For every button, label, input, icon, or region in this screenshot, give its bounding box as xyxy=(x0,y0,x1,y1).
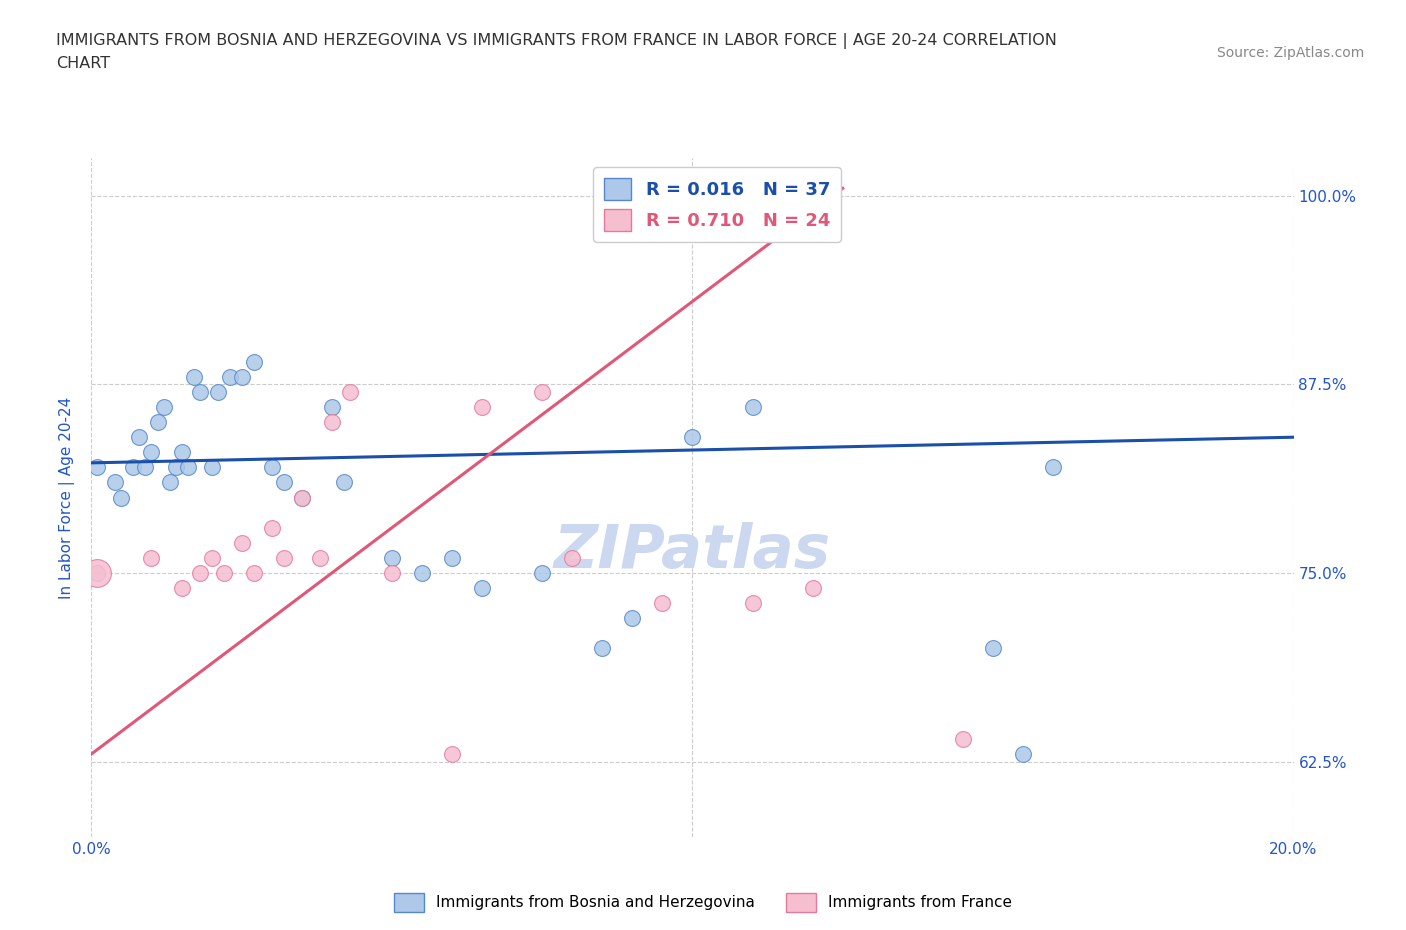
Point xyxy=(146,415,169,430)
Point xyxy=(291,490,314,505)
Legend: Immigrants from Bosnia and Herzegovina, Immigrants from France: Immigrants from Bosnia and Herzegovina, … xyxy=(388,887,1018,918)
Point xyxy=(321,415,343,430)
Point xyxy=(411,565,433,580)
Point xyxy=(273,475,295,490)
Point xyxy=(152,400,174,415)
Point xyxy=(231,536,253,551)
Point xyxy=(141,551,163,565)
Point xyxy=(308,551,330,565)
Point xyxy=(741,596,763,611)
Point xyxy=(128,430,150,445)
Point xyxy=(333,475,356,490)
Point xyxy=(86,565,108,580)
Point xyxy=(134,460,156,475)
Point xyxy=(381,565,404,580)
Text: CHART: CHART xyxy=(56,56,110,71)
Point xyxy=(188,384,211,399)
Point xyxy=(218,369,240,384)
Point xyxy=(471,580,494,595)
Point xyxy=(321,400,343,415)
Text: ZIPatlas: ZIPatlas xyxy=(554,523,831,581)
Point xyxy=(201,460,224,475)
Point xyxy=(273,551,295,565)
Point xyxy=(242,565,264,580)
Point xyxy=(531,565,554,580)
Point xyxy=(170,580,193,595)
Point xyxy=(86,460,108,475)
Point xyxy=(291,490,314,505)
Point xyxy=(207,384,229,399)
Point xyxy=(381,551,404,565)
Point xyxy=(212,565,235,580)
Point xyxy=(183,369,205,384)
Point xyxy=(981,641,1004,656)
Point xyxy=(471,400,494,415)
Point xyxy=(681,430,703,445)
Y-axis label: In Labor Force | Age 20-24: In Labor Force | Age 20-24 xyxy=(59,396,76,599)
Point xyxy=(440,747,463,762)
Point xyxy=(201,551,224,565)
Point xyxy=(141,445,163,459)
Text: Source: ZipAtlas.com: Source: ZipAtlas.com xyxy=(1216,46,1364,60)
Point xyxy=(110,490,132,505)
Point xyxy=(1042,460,1064,475)
Point xyxy=(86,565,108,580)
Point xyxy=(242,354,264,369)
Legend: R = 0.016   N = 37, R = 0.710   N = 24: R = 0.016 N = 37, R = 0.710 N = 24 xyxy=(593,167,841,242)
Point xyxy=(561,551,583,565)
Point xyxy=(801,580,824,595)
Point xyxy=(1012,747,1035,762)
Point xyxy=(260,520,283,535)
Point xyxy=(170,445,193,459)
Point xyxy=(440,551,463,565)
Point xyxy=(339,384,361,399)
Point xyxy=(176,460,198,475)
Point xyxy=(165,460,187,475)
Point xyxy=(260,460,283,475)
Point xyxy=(952,732,974,747)
Point xyxy=(1042,852,1064,867)
Point xyxy=(741,400,763,415)
Point xyxy=(159,475,181,490)
Point xyxy=(104,475,127,490)
Point xyxy=(531,384,554,399)
Point xyxy=(122,460,145,475)
Point xyxy=(621,611,644,626)
Point xyxy=(188,565,211,580)
Point xyxy=(231,369,253,384)
Text: IMMIGRANTS FROM BOSNIA AND HERZEGOVINA VS IMMIGRANTS FROM FRANCE IN LABOR FORCE : IMMIGRANTS FROM BOSNIA AND HERZEGOVINA V… xyxy=(56,33,1057,48)
Point xyxy=(651,596,673,611)
Point xyxy=(591,641,613,656)
